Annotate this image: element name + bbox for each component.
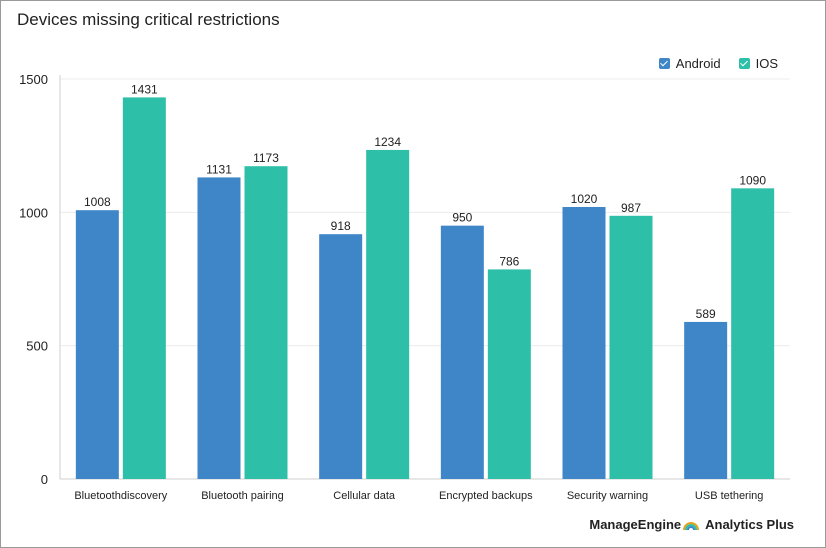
- bar-ios: [244, 166, 288, 479]
- legend-swatch-android: [658, 58, 670, 69]
- data-label: 1173: [253, 151, 279, 165]
- y-tick-label: 500: [26, 339, 48, 354]
- chart-title: Devices missing critical restrictions: [17, 10, 280, 29]
- x-tick-label: Bluetoothdiscovery: [74, 490, 167, 502]
- brand-product: Analytics Plus: [705, 517, 794, 532]
- bar-android: [319, 234, 363, 479]
- bar-android: [197, 177, 241, 479]
- legend-label-android: Android: [675, 56, 721, 71]
- bar-ios: [487, 269, 531, 479]
- legend-item-ios[interactable]: IOS: [738, 56, 778, 71]
- bar-android: [562, 207, 606, 479]
- data-label: 987: [621, 201, 641, 215]
- x-tick-label: Encrypted backups: [439, 490, 533, 502]
- data-label: 1131: [206, 162, 232, 176]
- legend-label-ios: IOS: [755, 56, 778, 71]
- data-label: 589: [696, 307, 716, 321]
- data-label: 918: [331, 219, 351, 233]
- data-label: 950: [452, 211, 472, 225]
- bar-ios: [122, 97, 166, 480]
- y-tick-label: 1000: [19, 205, 48, 220]
- y-tick-label: 0: [41, 472, 48, 487]
- bar-android: [684, 321, 728, 479]
- brand-logo: ManageEngine Analytics Plus: [589, 517, 794, 532]
- brand-arc-icon: [683, 521, 700, 530]
- bar-ios: [609, 215, 653, 480]
- x-tick-label: USB tethering: [695, 490, 763, 502]
- data-label: 1090: [739, 173, 766, 187]
- bar-ios: [731, 188, 775, 480]
- bar-ios: [366, 149, 410, 479]
- brand-name: ManageEngine: [589, 517, 682, 532]
- data-label: 786: [499, 254, 519, 268]
- x-tick-label: Security warning: [567, 490, 648, 502]
- data-label: 1431: [131, 82, 158, 96]
- bar-android: [75, 210, 119, 479]
- x-tick-label: Cellular data: [333, 490, 396, 502]
- legend-swatch-ios: [738, 58, 750, 69]
- x-tick-label: Bluetooth pairing: [201, 490, 284, 502]
- bar-android: [440, 225, 484, 479]
- data-label: 1008: [84, 195, 111, 209]
- y-tick-label: 1500: [19, 72, 48, 87]
- legend-item-android[interactable]: Android: [658, 56, 721, 71]
- chart-legend: Android IOS: [658, 56, 778, 71]
- data-label: 1020: [571, 192, 598, 206]
- data-label: 1234: [374, 135, 401, 149]
